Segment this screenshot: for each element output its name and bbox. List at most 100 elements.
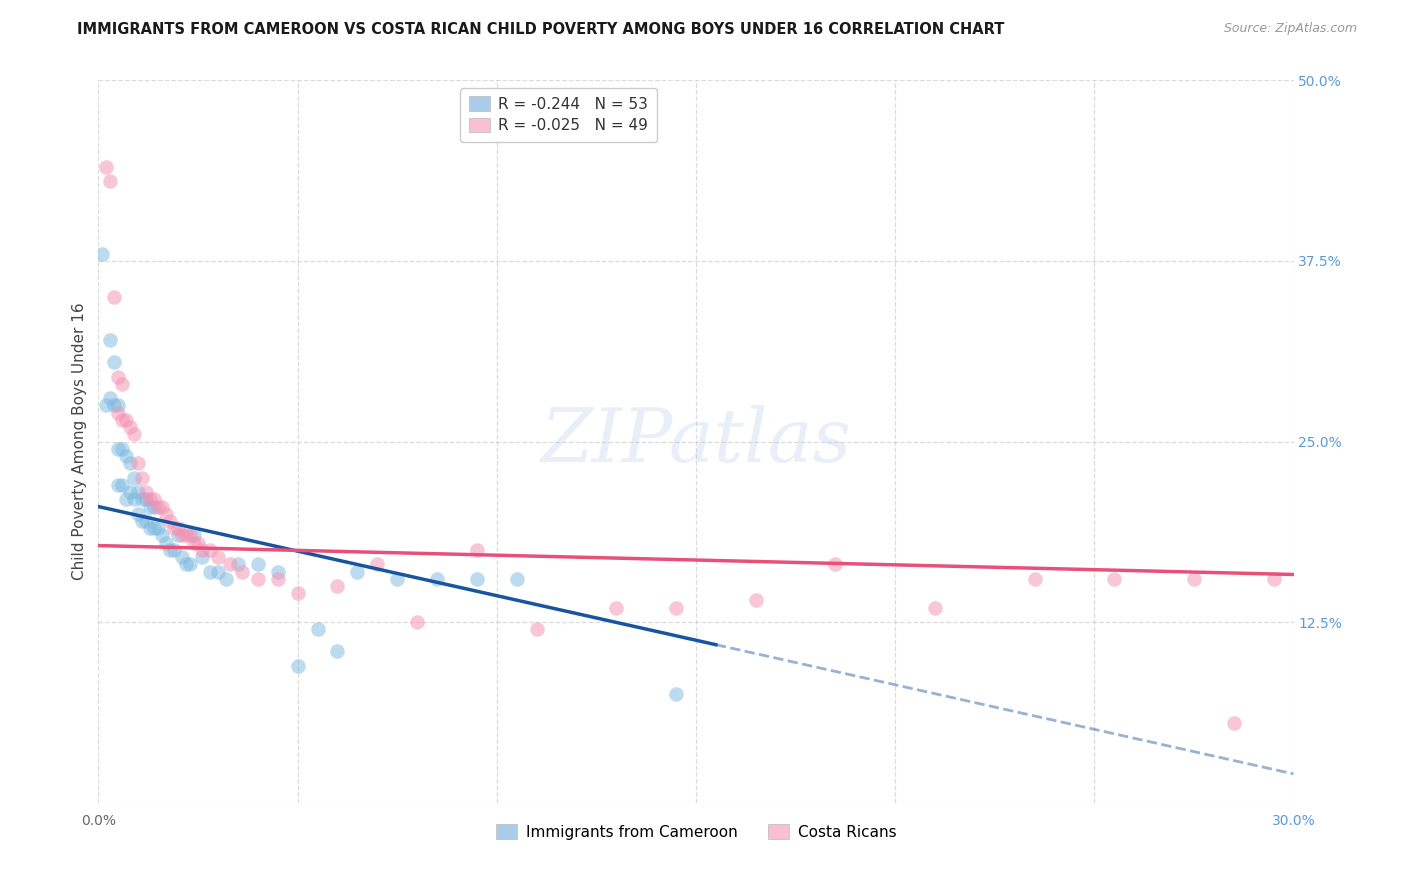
- Point: [111, 442, 134, 456]
- Point: [135, 485, 157, 500]
- Point: [131, 514, 153, 528]
- Point: [287, 586, 309, 600]
- Point: [267, 565, 290, 579]
- Point: [307, 623, 329, 637]
- Point: [148, 500, 170, 514]
- Point: [191, 550, 214, 565]
- Text: 30.0%: 30.0%: [1271, 814, 1316, 828]
- Text: ZIPatlas: ZIPatlas: [540, 405, 852, 478]
- Point: [163, 542, 186, 557]
- Point: [98, 174, 122, 188]
- Point: [326, 644, 349, 658]
- Point: [226, 558, 249, 572]
- Point: [124, 492, 146, 507]
- Point: [150, 500, 173, 514]
- Point: [115, 492, 138, 507]
- Point: [207, 565, 229, 579]
- Point: [111, 478, 134, 492]
- Point: [135, 492, 157, 507]
- Point: [346, 565, 368, 579]
- Point: [924, 600, 946, 615]
- Point: [96, 398, 118, 412]
- Point: [172, 550, 194, 565]
- Point: [139, 500, 162, 514]
- Point: [824, 558, 846, 572]
- Point: [246, 572, 269, 586]
- Point: [605, 600, 627, 615]
- Point: [127, 507, 149, 521]
- Point: [111, 376, 134, 391]
- Text: 0.0%: 0.0%: [82, 814, 115, 828]
- Point: [1182, 572, 1205, 586]
- Point: [111, 413, 134, 427]
- Point: [1104, 572, 1126, 586]
- Point: [219, 558, 242, 572]
- Point: [103, 290, 125, 304]
- Point: [231, 565, 253, 579]
- Point: [163, 521, 186, 535]
- Point: [167, 528, 190, 542]
- Point: [124, 427, 146, 442]
- Point: [143, 500, 166, 514]
- Point: [143, 492, 166, 507]
- Point: [526, 623, 548, 637]
- Point: [120, 456, 142, 470]
- Point: [465, 542, 488, 557]
- Point: [131, 492, 153, 507]
- Point: [207, 550, 229, 565]
- Point: [665, 687, 688, 701]
- Point: [139, 521, 162, 535]
- Point: [198, 542, 221, 557]
- Point: [150, 528, 173, 542]
- Point: [148, 521, 170, 535]
- Point: [115, 449, 138, 463]
- Point: [1223, 716, 1246, 731]
- Point: [155, 507, 177, 521]
- Point: [107, 406, 129, 420]
- Point: [120, 485, 142, 500]
- Point: [120, 420, 142, 434]
- Point: [366, 558, 388, 572]
- Point: [115, 413, 138, 427]
- Point: [174, 558, 197, 572]
- Point: [326, 579, 349, 593]
- Point: [127, 485, 149, 500]
- Point: [179, 558, 201, 572]
- Point: [155, 535, 177, 549]
- Point: [406, 615, 429, 630]
- Point: [139, 492, 162, 507]
- Point: [465, 572, 488, 586]
- Point: [246, 558, 269, 572]
- Point: [426, 572, 449, 586]
- Point: [107, 398, 129, 412]
- Point: [98, 334, 122, 348]
- Point: [107, 442, 129, 456]
- Point: [96, 160, 118, 174]
- Point: [1024, 572, 1046, 586]
- Point: [183, 535, 205, 549]
- Point: [127, 456, 149, 470]
- Point: [267, 572, 290, 586]
- Legend: Immigrants from Cameroon, Costa Ricans: Immigrants from Cameroon, Costa Ricans: [488, 816, 904, 847]
- Point: [159, 514, 181, 528]
- Point: [179, 528, 201, 542]
- Point: [174, 528, 197, 542]
- Point: [172, 528, 194, 542]
- Point: [287, 658, 309, 673]
- Point: [103, 355, 125, 369]
- Point: [131, 470, 153, 484]
- Point: [1263, 572, 1285, 586]
- Point: [124, 470, 146, 484]
- Point: [91, 246, 114, 260]
- Point: [143, 521, 166, 535]
- Point: [103, 398, 125, 412]
- Point: [107, 369, 129, 384]
- Point: [98, 391, 122, 405]
- Point: [159, 542, 181, 557]
- Point: [187, 535, 209, 549]
- Point: [198, 565, 221, 579]
- Point: [665, 600, 688, 615]
- Point: [506, 572, 529, 586]
- Point: [215, 572, 238, 586]
- Point: [167, 521, 190, 535]
